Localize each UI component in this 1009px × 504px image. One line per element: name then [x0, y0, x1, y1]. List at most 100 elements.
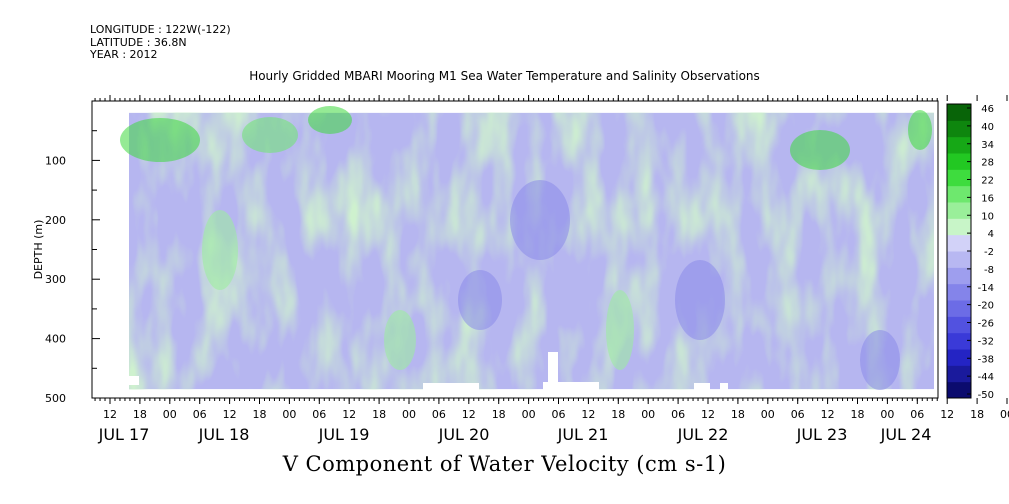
latitude-label: LATITUDE : 36.8N	[90, 35, 187, 49]
x-hour-label: 00	[163, 408, 177, 421]
y-tick-label: 500	[45, 392, 66, 405]
y-tick-label: 300	[45, 273, 66, 286]
colorbar-swatch	[947, 185, 971, 203]
x-hour-label: 18	[611, 408, 625, 421]
colorbar-label: -2	[984, 247, 994, 258]
colorbar-label: 34	[981, 140, 994, 151]
colorbar-label: 28	[981, 158, 994, 169]
colorbar-label: 4	[988, 229, 994, 240]
x-hour-label: 00	[522, 408, 536, 421]
x-hour-label: 12	[103, 408, 117, 421]
colorbar-swatch	[947, 267, 971, 285]
x-hour-label: 06	[791, 408, 805, 421]
x-hour-label: 18	[851, 408, 865, 421]
x-day-label: JUL 18	[198, 425, 250, 444]
colorbar-label: 10	[981, 211, 994, 222]
colorbar-swatch	[947, 120, 971, 138]
colorbar-swatch	[947, 153, 971, 170]
missing-data-gap	[423, 383, 479, 390]
x-hour-label: 06	[193, 408, 207, 421]
x-hour-label: 06	[312, 408, 326, 421]
colorbar-label: 22	[981, 176, 994, 187]
x-hour-label: 00	[402, 408, 416, 421]
data-patch	[458, 270, 502, 330]
colorbar-label: -32	[978, 336, 994, 347]
x-hour-label: 18	[492, 408, 506, 421]
colorbar-swatch	[947, 218, 971, 236]
missing-data-gap	[548, 352, 558, 382]
x-hour-label: 12	[821, 408, 835, 421]
x-hour-label: 12	[342, 408, 356, 421]
x-day-label: JUL 17	[98, 425, 150, 444]
x-hour-label: 12	[940, 408, 954, 421]
y-tick-label: 400	[45, 333, 66, 346]
colorbar-label: -14	[978, 283, 994, 294]
x-day-label: JUL 19	[318, 425, 370, 444]
x-hour-label: 12	[581, 408, 595, 421]
y-tick-label: 200	[45, 214, 66, 227]
x-hour-label: 06	[552, 408, 566, 421]
colorbar-swatch	[947, 300, 971, 317]
year-label: YEAR : 2012	[90, 48, 158, 61]
data-patch	[308, 106, 352, 134]
colorbar-swatch	[947, 316, 971, 334]
data-patch	[202, 210, 238, 290]
colorbar-swatch	[947, 136, 971, 154]
colorbar-swatch	[947, 169, 971, 187]
data-patch	[510, 180, 570, 260]
x-hour-label: 18	[253, 408, 267, 421]
chart-title: Hourly Gridded MBARI Mooring M1 Sea Wate…	[249, 69, 760, 83]
y-tick-label: 100	[45, 154, 66, 167]
missing-data-gap	[720, 383, 728, 390]
data-patch	[384, 310, 416, 370]
x-hour-label: 00	[761, 408, 775, 421]
colorbar-swatch	[947, 202, 971, 219]
x-hour-label: 00	[282, 408, 296, 421]
x-hour-label: 06	[671, 408, 685, 421]
missing-data-gap	[129, 376, 139, 385]
metadata-block: LONGITUDE : 122W(-122) LATITUDE : 36.8N …	[90, 23, 231, 62]
x-day-label: JUL 24	[880, 425, 932, 444]
data-patch	[242, 117, 298, 153]
x-axis-title: V Component of Water Velocity (cm s-1)	[282, 452, 727, 476]
data-patch	[790, 130, 850, 170]
data-patch	[606, 290, 634, 370]
x-day-label: JUL 21	[557, 425, 609, 444]
colorbar-swatch	[947, 251, 971, 268]
missing-data-gap	[694, 383, 710, 390]
x-day-label: JUL 23	[796, 425, 848, 444]
colorbar-label: -26	[978, 319, 994, 330]
colorbar-label: -50	[978, 390, 994, 401]
x-hour-label: 12	[701, 408, 715, 421]
colorbar: -50 -44 -38 -32 -26 -20 -14 -8 -2 4 10 16 22 28 34 40 46	[946, 103, 994, 401]
x-hour-label: 18	[731, 408, 745, 421]
x-hour-label: 12	[462, 408, 476, 421]
colorbar-swatch	[947, 381, 971, 399]
colorbar-swatch	[947, 365, 971, 383]
y-axis-label: DEPTH (m)	[32, 220, 45, 280]
colorbar-label: 46	[981, 104, 994, 115]
colorbar-swatch	[947, 234, 971, 252]
colorbar-swatch	[947, 349, 971, 366]
x-hour-label: 06	[432, 408, 446, 421]
x-hour-label: 12	[223, 408, 237, 421]
x-hour-label: 00	[641, 408, 655, 421]
colorbar-swatch	[947, 104, 971, 121]
data-patch	[860, 330, 900, 390]
colorbar-label: -8	[984, 265, 994, 276]
colorbar-swatch	[947, 283, 971, 301]
x-day-label: JUL 20	[438, 425, 490, 444]
longitude-label: LONGITUDE : 122W(-122)	[90, 23, 231, 36]
colorbar-swatch	[947, 332, 971, 350]
x-hour-label: 06	[910, 408, 924, 421]
data-patch	[120, 118, 200, 162]
colorbar-label: -20	[978, 301, 994, 312]
x-hour-label: 00	[880, 408, 894, 421]
colorbar-label: 16	[981, 193, 994, 204]
x-hour-label: 18	[970, 408, 984, 421]
data-patch	[675, 260, 725, 340]
x-day-label: JUL 22	[677, 425, 729, 444]
x-hour-label: 18	[133, 408, 147, 421]
